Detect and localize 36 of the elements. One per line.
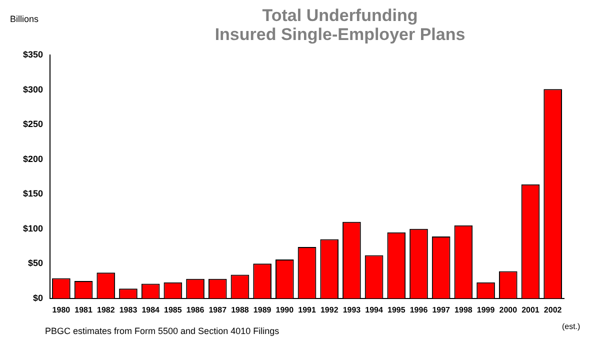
y-tick-label: $50 <box>28 258 44 268</box>
x-tick-label: 1993 <box>342 305 362 314</box>
x-tick-label: 1982 <box>96 305 116 314</box>
text: Insured Single-Employer Plans <box>214 25 466 44</box>
x-tick-label: 1992 <box>320 305 339 314</box>
y-axis-title: Billions <box>10 14 39 24</box>
y-tick-label: $150 <box>22 188 44 199</box>
y-tick-label: $300 <box>22 84 44 94</box>
x-tick-label: 2000 <box>499 305 518 314</box>
x-tick-label: 1998 <box>454 305 473 314</box>
y-tick-label: $100 <box>22 223 44 234</box>
text: Total Underfunding <box>262 6 418 25</box>
x-tick-label: 1999 <box>476 305 496 314</box>
x-tick-label: 1996 <box>410 305 428 314</box>
x-tick-label: 1995 <box>388 305 406 314</box>
x-tick-label: 1986 <box>186 305 205 314</box>
y-tick-label: $200 <box>22 154 44 164</box>
text: (est.) <box>562 322 580 331</box>
x-tick-label: 1983 <box>119 305 138 314</box>
x-tick-label: 1987 <box>208 305 228 314</box>
y-tick-label: $0 <box>33 292 44 303</box>
x-tick-label: 1980 <box>52 305 71 314</box>
x-tick-label: 2001 <box>522 305 540 314</box>
x-tick-label: 2002 <box>544 305 562 314</box>
x-tick-label: 1994 <box>365 305 384 314</box>
x-tick-label: 1997 <box>432 305 451 314</box>
x-tick-label: 1984 <box>142 305 160 314</box>
y-tick-label: $350 <box>22 49 44 60</box>
x-tick-label: 1990 <box>276 305 294 314</box>
x-tick-label: 1989 <box>253 305 272 314</box>
x-tick-label: 1981 <box>74 305 93 314</box>
x-tick-label: 1985 <box>164 305 182 314</box>
x-tick-label: 1988 <box>231 305 250 314</box>
x-tick-label: 1991 <box>298 305 316 314</box>
text: PBGC estimates from Form 5500 and Section 4010 Filings <box>45 326 280 336</box>
y-tick-label: $250 <box>22 119 44 130</box>
